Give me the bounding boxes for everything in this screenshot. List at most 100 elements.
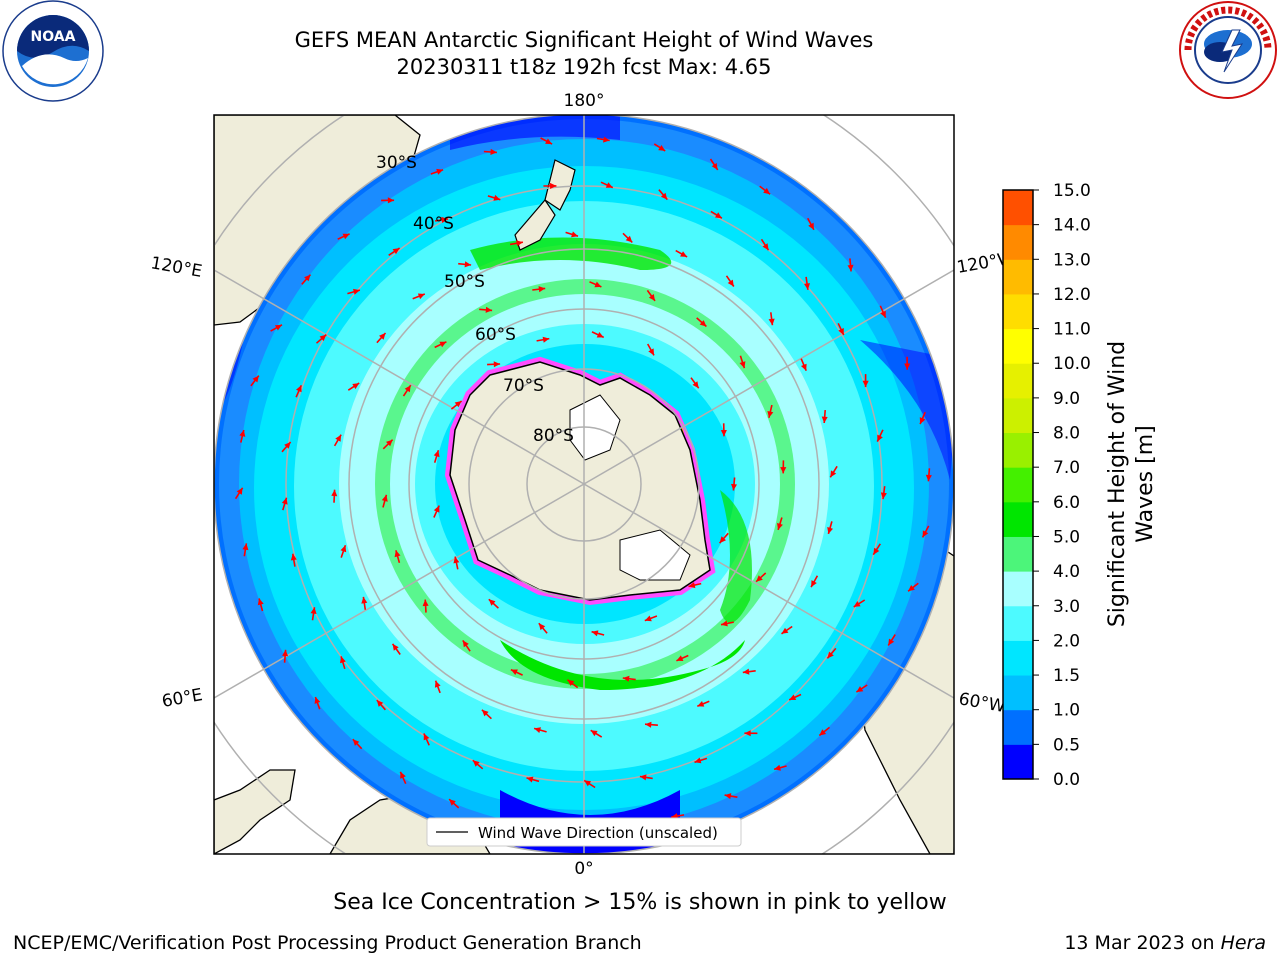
chart-subtitle: 20230311 t18z 192h fcst Max: 4.65 xyxy=(396,55,772,79)
colorbar-segment xyxy=(1003,709,1033,745)
wind-vector-head xyxy=(925,474,932,482)
wind-vector-head xyxy=(767,411,774,418)
colorbar-label-line2: Waves [m] xyxy=(1133,425,1158,542)
wind-vector-head xyxy=(386,439,393,447)
run-date-text: 13 Mar 2023 on xyxy=(1064,932,1215,954)
wind-vector-head xyxy=(692,381,699,389)
wind-vector-head xyxy=(660,192,668,200)
wind-vector-head xyxy=(239,430,246,437)
wind-vector-head xyxy=(658,145,666,151)
wind-vector-head xyxy=(648,294,655,301)
colorbar-segment xyxy=(1003,293,1033,330)
colorbar-tick-label: 1.5 xyxy=(1053,666,1080,686)
wind-vector-head xyxy=(639,774,647,781)
colorbar-tick-label: 11.0 xyxy=(1053,320,1091,340)
lat-label-50: 50°S xyxy=(444,272,485,292)
wind-vector-head xyxy=(400,771,406,779)
wind-vector-head xyxy=(721,620,728,627)
wind-vector-head xyxy=(590,730,598,737)
wind-vector-head xyxy=(404,385,411,393)
wind-vector-head xyxy=(282,649,289,657)
wind-vector-head xyxy=(789,694,797,700)
wind-vector-head xyxy=(353,288,360,295)
wind-vector-head xyxy=(335,434,342,442)
wind-vector-head xyxy=(281,497,288,505)
colorbar-segment xyxy=(1003,571,1033,607)
wind-vector-head xyxy=(596,332,604,338)
colorbar-segment xyxy=(1003,675,1033,711)
wind-vector-head xyxy=(516,240,523,247)
lon-label-120e: 120°E xyxy=(149,253,203,282)
colorbar-tick-label: 6.0 xyxy=(1053,493,1080,513)
colorbar-label-line1: Significant Height of Wind xyxy=(1105,341,1130,627)
wind-vector-head xyxy=(594,281,602,288)
wind-vector-head xyxy=(481,709,489,717)
colorbar-tick-label: 2.0 xyxy=(1053,631,1080,651)
wind-vector-head xyxy=(888,638,895,646)
wind-vector-head xyxy=(819,729,827,736)
nws-logo xyxy=(1179,1,1277,99)
wind-vector-head xyxy=(493,194,501,201)
noaa-logo-text: NOAA xyxy=(31,29,76,45)
wind-vector-head xyxy=(284,442,291,449)
wind-vector-head xyxy=(715,212,722,219)
wind-vector-head xyxy=(257,598,264,606)
wind-vector-head xyxy=(768,318,775,326)
colorbar-tick-label: 7.0 xyxy=(1053,458,1080,478)
wind-vector-head xyxy=(290,553,297,561)
wind-vector-head xyxy=(310,607,317,614)
wind-vector-head xyxy=(319,334,327,342)
wind-vector-head xyxy=(242,543,249,551)
wind-vector-head xyxy=(545,138,553,145)
wind-vector-head xyxy=(493,361,501,368)
colorbar-segment xyxy=(1003,224,1033,260)
map-legend: Wind Wave Direction (unscaled) xyxy=(426,817,742,847)
lon-label-180: 180° xyxy=(564,91,605,111)
wind-vector-head xyxy=(304,274,311,282)
wind-vector-head xyxy=(744,730,751,737)
wind-vector-head xyxy=(847,264,854,272)
wind-vector-head xyxy=(720,430,727,437)
legend-label: Wind Wave Direction (unscaled) xyxy=(478,824,718,842)
wind-vector-head xyxy=(908,585,915,592)
colorbar-tick-label: 12.0 xyxy=(1053,285,1091,305)
sea-ice-note: Sea Ice Concentration > 15% is shown in … xyxy=(333,890,947,915)
wind-vector-head xyxy=(394,550,401,558)
colorbar-tick-label: 1.0 xyxy=(1053,701,1080,721)
wind-vector-head xyxy=(381,494,388,502)
colorbar-tick-label: 3.0 xyxy=(1053,597,1080,617)
wind-vector-head xyxy=(648,348,654,356)
wind-vector-head xyxy=(904,363,911,370)
wind-vector-head xyxy=(342,233,350,240)
wind-vector-head xyxy=(877,434,883,442)
wind-vector-head xyxy=(711,163,718,170)
colorbar-tick-label: 14.0 xyxy=(1053,216,1091,236)
wind-vector-head xyxy=(296,385,302,393)
wind-vector-head xyxy=(449,799,456,806)
colorbar-segment xyxy=(1003,432,1033,468)
run-date: 13 Mar 2023 on Hera xyxy=(1064,932,1266,954)
wind-vector-head xyxy=(488,599,496,606)
wind-vector-head xyxy=(780,467,787,474)
wind-vector-head xyxy=(873,547,880,555)
wind-vector-head xyxy=(423,733,430,741)
wind-vector-head xyxy=(644,615,652,622)
wind-vector-head xyxy=(801,363,807,371)
colorbar-tick-label: 9.0 xyxy=(1053,389,1080,409)
colorbar-tick-label: 10.0 xyxy=(1053,354,1091,374)
colorbar-segment xyxy=(1003,501,1033,537)
wind-vector-head xyxy=(510,669,518,675)
wind-vector-head xyxy=(490,148,497,155)
wind-vector-head xyxy=(645,721,652,728)
wind-vector-head xyxy=(742,668,750,675)
wind-vector-head xyxy=(676,655,684,661)
colorbar: 0.0 0.5 1.0 1.5 2.0 3.0 4.0 5.0 6.0 7.0 8.0 9.0 10.0… xyxy=(1002,181,1091,790)
wind-vector-head xyxy=(485,306,493,313)
wind-vector-head xyxy=(731,483,737,491)
wind-vector-head xyxy=(352,739,360,746)
wind-vector-head xyxy=(352,383,360,390)
wind-vector-head xyxy=(417,293,425,300)
wind-vector-head xyxy=(534,727,541,733)
wind-vector-head xyxy=(774,764,781,771)
wind-vector-head xyxy=(236,487,243,495)
